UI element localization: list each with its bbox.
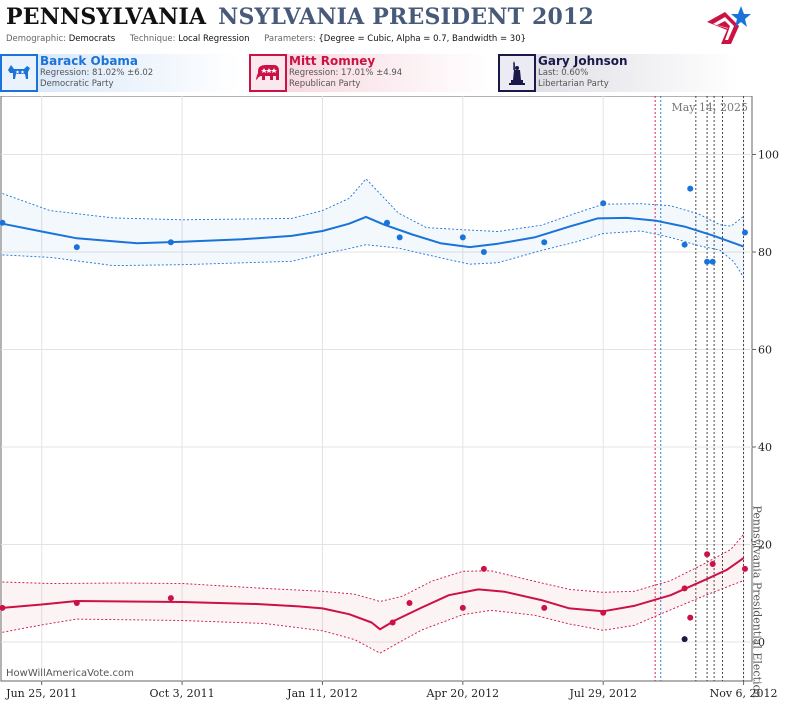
gary-johnson-poll-point [681, 636, 688, 643]
technique-label: Technique: [129, 34, 176, 44]
candidate-party: Libertarian Party [538, 79, 609, 89]
page-title: PENNSYLVANIA NSYLVANIA PRESIDENT 2012 [6, 4, 594, 30]
mitt-romney-poll-point [480, 565, 487, 572]
state-name: PENNSYLVANIA [6, 4, 207, 30]
y-tick-label: 40 [758, 441, 772, 454]
x-tick-label: Jun 25, 2011 [5, 687, 77, 700]
plot-frame [0, 96, 753, 682]
mitt-romney-poll-point [687, 614, 694, 621]
regression-chart: 0 20 40 60 80 100 Jun 25, 2011 Oct 3, 2011 Jan 1… [0, 96, 779, 700]
x-tick-label: Jan 11, 2012 [286, 687, 358, 700]
election-label: Pennsylvania Presidential Election [751, 506, 764, 699]
candidate-name: Barack Obama [40, 54, 139, 68]
mitt-romney-poll-point [389, 619, 396, 626]
candidate-party: Democratic Party [40, 79, 114, 89]
y-tick-label: 100 [758, 149, 779, 162]
mitt-romney-poll-point [541, 604, 548, 611]
barack-obama-poll-point [73, 244, 80, 251]
legend-item-johnson[interactable]: Gary Johnson Last: 0.60% Libertarian Par… [498, 54, 738, 92]
mitt-romney-upper-bound-line [2, 534, 744, 602]
mitt-romney-poll-point [704, 551, 711, 558]
mitt-romney-poll-point [709, 561, 716, 567]
candidate-stat: Last: 0.60% [538, 68, 589, 78]
mitt-romney-poll-point [681, 585, 688, 592]
demographic-value: Democrats [68, 34, 116, 44]
x-tick-label: Nov 6, 2012 [710, 687, 778, 700]
mitt-romney-poll-point [600, 609, 607, 616]
legend-item-romney[interactable]: Mitt Romney Regression: 17.01% ±4.94 Rep… [249, 54, 489, 92]
candidate-stat: Regression: 81.02% ±6.02 [40, 68, 154, 78]
parameters-value: {Degree = Cubic, Alpha = 0.7, Bandwidth … [318, 34, 527, 44]
mitt-romney-confidence-band [2, 534, 744, 654]
source-credit: HowWillAmericaVote.com [6, 668, 134, 679]
x-tick-label: Jul 29, 2012 [568, 687, 637, 700]
chart-header: PENNSYLVANIA NSYLVANIA PRESIDENT 2012 De… [0, 0, 789, 52]
mitt-romney-regression-line [2, 557, 745, 631]
x-tick-label: Oct 3, 2011 [150, 687, 215, 700]
mitt-romney-poll-point [459, 604, 466, 611]
mitt-romney-poll-point [167, 595, 174, 602]
barack-obama-lower-bound-line [2, 230, 744, 278]
barack-obama-poll-point [384, 219, 391, 226]
candidate-party: Republican Party [289, 79, 361, 89]
parameters-line: Demographic: Democrats Technique: Local … [6, 34, 538, 44]
mitt-romney-poll-point [406, 600, 413, 606]
demographic-label: Demographic: [6, 34, 67, 44]
site-logo-icon[interactable] [705, 4, 751, 48]
mitt-romney-lower-bound-line [2, 580, 744, 654]
mitt-romney-poll-point [741, 565, 748, 572]
y-tick-label: 20 [758, 539, 772, 552]
y-tick-label: 0 [758, 636, 765, 649]
candidate-name: Gary Johnson [538, 54, 628, 68]
x-tick-label: Apr 20, 2012 [425, 687, 499, 700]
y-tick-label: 60 [758, 344, 772, 357]
donkey-icon [0, 54, 38, 92]
barack-obama-regression-line [2, 215, 744, 249]
barack-obama-poll-point [0, 219, 6, 226]
barack-obama-poll-point [687, 185, 694, 192]
barack-obama-poll-point [741, 229, 748, 236]
candidate-name: Mitt Romney [289, 54, 376, 68]
barack-obama-upper-bound-line [2, 178, 744, 232]
elephant-icon [249, 54, 287, 92]
race-name: NSYLVANIA PRESIDENT 2012 [218, 4, 595, 30]
barack-obama-poll-point [480, 249, 487, 255]
legend-item-obama[interactable]: Barack Obama Regression: 81.02% ±6.02 De… [0, 54, 240, 92]
liberty-icon [498, 54, 536, 92]
y-tick-label: 80 [758, 246, 772, 259]
date-stamp: May 14, 2025 [671, 101, 748, 114]
barack-obama-poll-point [704, 258, 711, 265]
candidate-stat: Regression: 17.01% ±4.94 [289, 68, 403, 78]
barack-obama-poll-point [396, 234, 403, 241]
mitt-romney-poll-point [0, 604, 6, 611]
barack-obama-poll-point [541, 239, 548, 246]
barack-obama-poll-point [600, 200, 607, 207]
barack-obama-poll-point [167, 239, 174, 246]
barack-obama-confidence-band [2, 178, 744, 278]
parameters-label: Parameters: [264, 34, 316, 44]
barack-obama-poll-point [681, 241, 688, 248]
barack-obama-poll-point [709, 258, 716, 265]
technique-value: Local Regression [178, 34, 250, 44]
mitt-romney-poll-point [73, 600, 80, 606]
candidate-legend: Barack Obama Regression: 81.02% ±6.02 De… [0, 54, 789, 94]
barack-obama-poll-point [459, 234, 466, 241]
